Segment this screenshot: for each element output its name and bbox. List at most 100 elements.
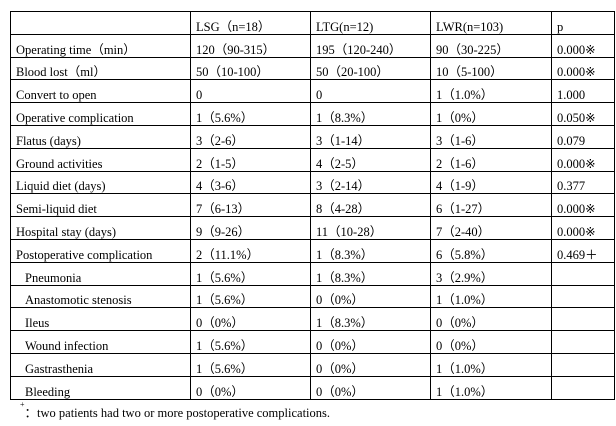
footnote-text: ：two patients had two or more postoperat…	[24, 406, 331, 420]
ltg-cell: 0（0%）	[310, 352, 431, 377]
row-label-cell: Pneumonia	[10, 261, 191, 286]
lsg-cell: 50（10-100）	[190, 56, 311, 81]
lwr-cell: 1（0%）	[430, 102, 552, 126]
lsg-cell: 1（5.6%）	[190, 330, 311, 354]
p-value-cell: 1.000	[551, 79, 615, 104]
lwr-cell: 1（1.0%）	[430, 375, 552, 400]
row-label-cell: Wound infection	[10, 330, 191, 354]
row-label-cell: Blood lost（ml）	[10, 56, 191, 81]
row-label-cell: Convert to open	[10, 79, 191, 104]
lwr-cell: 0（0%）	[430, 330, 552, 354]
header-cell-lsg: LSG（n=18）	[190, 11, 311, 35]
lsg-cell: 1（5.6%）	[190, 261, 311, 286]
row-label-cell: Hospital stay (days)	[10, 216, 191, 240]
ltg-cell: 3（2-14）	[310, 170, 431, 195]
row-label-cell: Anastomotic stenosis	[10, 284, 191, 309]
lsg-cell: 0（0%）	[190, 307, 311, 332]
row-label-cell: Ileus	[10, 307, 191, 332]
row-label-cell: Operative complication	[10, 102, 191, 126]
table-row: Bleeding 0（0%） 0（0%） 1（1.0%）	[10, 375, 615, 400]
ltg-cell: 8（4-28）	[310, 193, 431, 218]
table-row: Gastrasthenia 1（5.6%） 0（0%） 1（1.0%）	[10, 352, 615, 377]
p-value-cell: 0.050※	[551, 102, 615, 126]
header-cell-empty	[10, 11, 191, 35]
row-label-cell: Gastrasthenia	[10, 352, 191, 377]
table-row: Wound infection 1（5.6%） 0（0%） 0（0%）	[10, 330, 615, 354]
table-row: Flatus (days) 3（2-6） 3（1-14） 3（1-6） 0.079	[10, 124, 615, 149]
p-value-cell: 0.000※	[551, 193, 615, 218]
table-row: Operating time（min） 120（90-315） 195（120-24…	[10, 33, 615, 58]
results-table: LSG（n=18） LTG(n=12) LWR(n=103) p Operati…	[10, 11, 615, 400]
row-label-cell: Ground activities	[10, 147, 191, 172]
ltg-cell: 0	[310, 79, 431, 104]
p-value-cell: 0.000※	[551, 147, 615, 172]
p-value-cell	[551, 375, 615, 400]
table-row: Ground activities 2（1-5） 4（2-5） 2（1-6） 0.000…	[10, 147, 615, 172]
table-row: Hospital stay (days) 9（9-26） 11（10-28） 7（2-…	[10, 216, 615, 240]
row-label-cell: Flatus (days)	[10, 124, 191, 149]
footnote-marker: +	[20, 400, 25, 409]
lwr-cell: 3（2.9%）	[430, 261, 552, 286]
p-value-cell: 0.377	[551, 170, 615, 195]
footnote: +：two patients had two or more postopera…	[20, 400, 331, 421]
lwr-cell: 90（30-225）	[430, 33, 552, 58]
ltg-cell: 195（120-240）	[310, 33, 431, 58]
row-label-cell: Postoperative complication	[10, 238, 191, 263]
ltg-cell: 11（10-28）	[310, 216, 431, 240]
lsg-cell: 2（11.1%）	[190, 238, 311, 263]
row-label-cell: Operating time（min）	[10, 33, 191, 58]
p-value-cell	[551, 261, 615, 286]
p-value-cell	[551, 307, 615, 332]
table-row: Operative complication 1（5.6%） 1（8.3%） 1（0%…	[10, 102, 615, 126]
ltg-cell: 1（8.3%）	[310, 307, 431, 332]
lwr-cell: 1（1.0%）	[430, 352, 552, 377]
row-label-cell: Semi-liquid diet	[10, 193, 191, 218]
row-label-cell: Liquid diet (days)	[10, 170, 191, 195]
lsg-cell: 1（5.6%）	[190, 352, 311, 377]
ltg-cell: 1（8.3%）	[310, 102, 431, 126]
ltg-cell: 0（0%）	[310, 375, 431, 400]
lwr-cell: 6（1-27）	[430, 193, 552, 218]
ltg-cell: 1（8.3%）	[310, 261, 431, 286]
header-cell-p: p	[551, 11, 615, 35]
lsg-cell: 3（2-6）	[190, 124, 311, 149]
table-row: Liquid diet (days) 4（3-6） 3（2-14） 4（1-9） 0.3…	[10, 170, 615, 195]
lwr-cell: 6（5.8%）	[430, 238, 552, 263]
table-body: Operating time（min） 120（90-315） 195（120-24…	[10, 33, 615, 400]
lwr-cell: 1（1.0%）	[430, 284, 552, 309]
ltg-cell: 0（0%）	[310, 330, 431, 354]
ltg-cell: 1（8.3%）	[310, 238, 431, 263]
p-value-cell: 0.000※	[551, 56, 615, 81]
ltg-cell: 3（1-14）	[310, 124, 431, 149]
lwr-cell: 4（1-9）	[430, 170, 552, 195]
table-row: Convert to open 0 0 1（1.0%） 1.000	[10, 79, 615, 104]
header-cell-lwr: LWR(n=103)	[430, 11, 552, 35]
table-row: Semi-liquid diet 7（6-13） 8（4-28） 6（1-27） 0.0…	[10, 193, 615, 218]
lsg-cell: 120（90-315）	[190, 33, 311, 58]
lwr-cell: 2（1-6）	[430, 147, 552, 172]
lsg-cell: 9（9-26）	[190, 216, 311, 240]
p-value-cell: 0.000※	[551, 216, 615, 240]
lsg-cell: 7（6-13）	[190, 193, 311, 218]
ltg-cell: 0（0%）	[310, 284, 431, 309]
lsg-cell: 0（0%）	[190, 375, 311, 400]
header-row: LSG（n=18） LTG(n=12) LWR(n=103) p	[10, 11, 615, 35]
p-value-cell	[551, 330, 615, 354]
header-cell-ltg: LTG(n=12)	[310, 11, 431, 35]
lwr-cell: 0（0%）	[430, 307, 552, 332]
p-value-cell	[551, 352, 615, 377]
table-row: Ileus 0（0%） 1（8.3%） 0（0%）	[10, 307, 615, 332]
p-value-cell: 0.079	[551, 124, 615, 149]
lsg-cell: 1（5.6%）	[190, 284, 311, 309]
table-row: Postoperative complication 2（11.1%） 1（8.3%…	[10, 238, 615, 263]
lwr-cell: 1（1.0%）	[430, 79, 552, 104]
lsg-cell: 4（3-6）	[190, 170, 311, 195]
lwr-cell: 3（1-6）	[430, 124, 552, 149]
p-value-cell: 0.469＋	[551, 238, 615, 263]
table-row: Anastomotic stenosis 1（5.6%） 0（0%） 1（1.0%）	[10, 284, 615, 309]
lsg-cell: 1（5.6%）	[190, 102, 311, 126]
table-row: Pneumonia 1（5.6%） 1（8.3%） 3（2.9%）	[10, 261, 615, 286]
row-label-cell: Bleeding	[10, 375, 191, 400]
lwr-cell: 10（5-100）	[430, 56, 552, 81]
lwr-cell: 7（2-40）	[430, 216, 552, 240]
